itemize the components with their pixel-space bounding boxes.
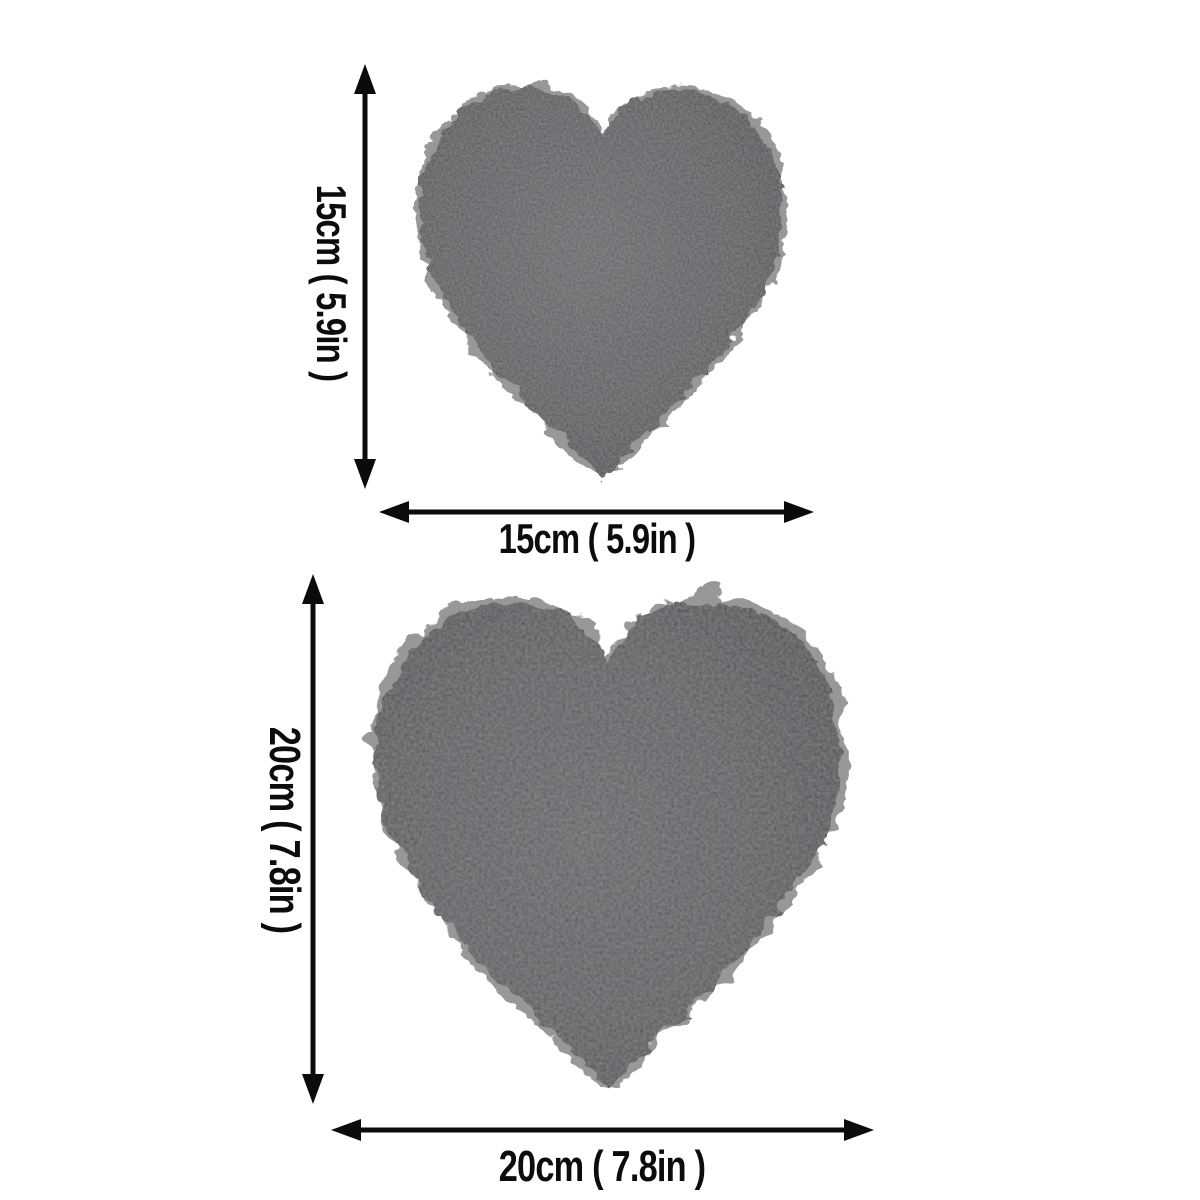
small-heart-height-label: 15cm ( 5.9in ) xyxy=(308,184,355,382)
large-slate-heart-image xyxy=(364,589,844,1090)
large-heart-height-label: 20cm ( 7.8in ) xyxy=(260,726,309,934)
small-slate-heart-image xyxy=(410,79,786,479)
large-heart-width-label: 20cm ( 7.8in ) xyxy=(498,1142,706,1191)
small-heart-width-label: 15cm ( 5.9in ) xyxy=(498,515,696,562)
small-heart-vertical-dimension-arrow-icon xyxy=(354,64,376,489)
large-heart-horizontal-dimension-arrow-icon xyxy=(331,1119,874,1141)
large-heart-vertical-dimension-arrow-icon xyxy=(302,574,324,1104)
small-heart-horizontal-dimension-arrow-icon xyxy=(379,501,814,523)
